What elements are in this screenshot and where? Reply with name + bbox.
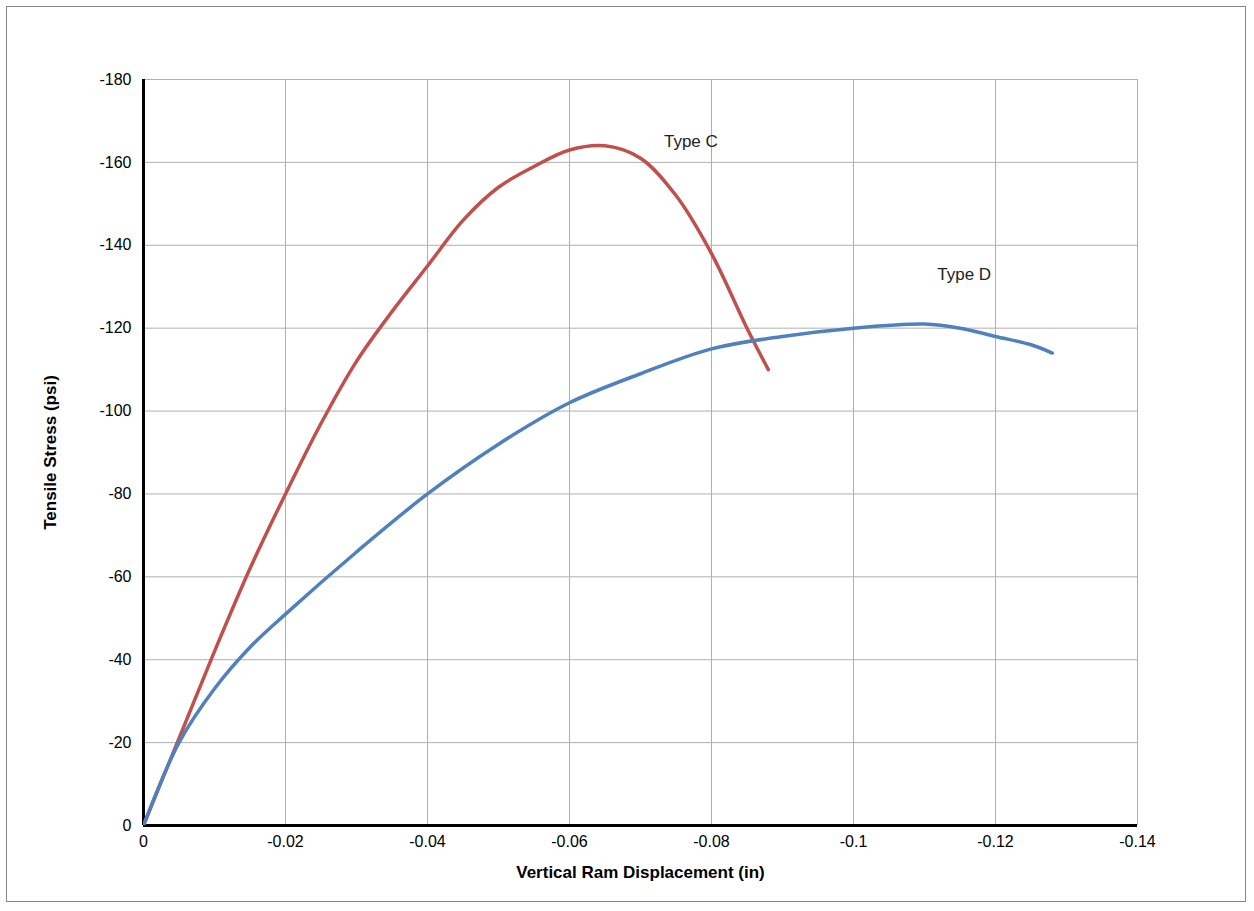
- svg-text:0: 0: [123, 817, 132, 834]
- svg-text:-140: -140: [99, 236, 131, 253]
- svg-text:0: 0: [139, 833, 148, 850]
- svg-text:Tensile Stress (psi): Tensile Stress (psi): [41, 375, 60, 530]
- svg-text:-40: -40: [108, 651, 131, 668]
- svg-text:-0.1: -0.1: [840, 833, 868, 850]
- svg-text:-120: -120: [99, 319, 131, 336]
- svg-text:-20: -20: [108, 734, 131, 751]
- svg-text:Type D: Type D: [937, 265, 991, 284]
- svg-text:Vertical Ram Displacement (in): Vertical Ram Displacement (in): [516, 863, 764, 882]
- svg-text:-0.06: -0.06: [551, 833, 588, 850]
- svg-text:-160: -160: [99, 154, 131, 171]
- svg-text:-180: -180: [99, 71, 131, 88]
- svg-text:-0.12: -0.12: [977, 833, 1014, 850]
- svg-text:-60: -60: [108, 568, 131, 585]
- svg-text:-0.04: -0.04: [409, 833, 446, 850]
- svg-text:-0.14: -0.14: [1119, 833, 1156, 850]
- svg-text:Type C: Type C: [664, 132, 718, 151]
- svg-text:-80: -80: [108, 485, 131, 502]
- svg-text:-0.08: -0.08: [693, 833, 730, 850]
- svg-text:-100: -100: [99, 402, 131, 419]
- svg-text:-0.02: -0.02: [267, 833, 304, 850]
